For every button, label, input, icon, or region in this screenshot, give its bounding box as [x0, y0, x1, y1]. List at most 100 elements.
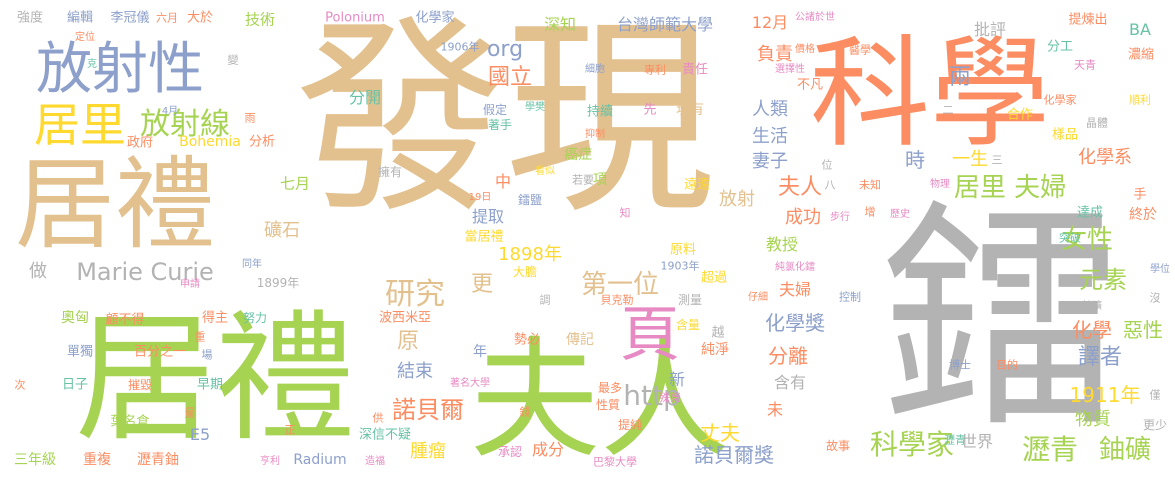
word-fushexian: 放射線 — [140, 107, 230, 142]
word-huaxuejia: 化學家 — [1043, 93, 1077, 107]
word-fuze: 負責 — [757, 44, 793, 65]
word-wei: 位 — [821, 158, 833, 172]
word-beikele: 貝克勒 — [600, 293, 634, 307]
word-xianyou: 現有 — [676, 102, 704, 118]
word-cuihui: 摧毀 — [127, 378, 153, 392]
word-rizi: 日子 — [61, 377, 89, 393]
word-polonium: Polonium — [325, 10, 385, 26]
word-chengfen: 成分 — [531, 440, 565, 459]
word-jin: 僅 — [1149, 388, 1161, 402]
word-qiyue: 七月 — [279, 174, 311, 193]
word-xueyue: 學樊 — [525, 102, 545, 113]
word-shurong: 殊榮 — [659, 391, 681, 405]
word-zhuanli: 專利 — [644, 63, 666, 77]
word-shengmingdaxue: 著名大學 — [450, 378, 490, 389]
word-youkuang: 鈾礦 — [1098, 435, 1152, 465]
word-xian: 先 — [643, 102, 657, 118]
word-jiaoshou: 教授 — [765, 235, 799, 254]
word-yi-lei: 鐳鹽 — [517, 193, 543, 207]
word-nuobeier: 諾貝爾 — [392, 396, 464, 424]
word-xingzhi: 性質 — [595, 398, 621, 412]
word-dayu: 大於 — [186, 10, 214, 26]
word-zhongliu: 腫瘤 — [410, 441, 446, 462]
word-nongsuo: 濃縮 — [1127, 47, 1155, 63]
word-juli-yellow: 居里 — [34, 98, 126, 152]
word-fangshe: 放射 — [719, 189, 755, 210]
word-chong: 重 — [194, 330, 206, 344]
word-hengli: 亨利 — [260, 456, 280, 467]
word-ba2: 八 — [824, 178, 836, 192]
word-gong: 供 — [372, 411, 384, 425]
word-shibi: 勢必 — [513, 332, 541, 348]
word-liqing-s: 瀝青 — [944, 433, 966, 447]
word-huaxuejia-top: 化學家 — [415, 10, 455, 26]
word-faxian: 發現 — [294, 0, 716, 242]
word-zaofu: 造福 — [365, 456, 385, 467]
word-fenkai: 分開 — [348, 88, 382, 107]
word-liang: 兩 — [948, 65, 972, 90]
word-guoli: 國立 — [487, 65, 533, 90]
word-hanyou: 含有 — [773, 373, 807, 392]
word-http: http — [623, 379, 681, 412]
word-biaopin: 樣品 — [1051, 127, 1079, 143]
word-chaoguo: 超過 — [700, 270, 728, 286]
word-kanshi: 看似 — [535, 166, 555, 177]
word-ding: 定位 — [75, 32, 95, 43]
word-shijiu: 19日 — [468, 192, 492, 203]
word-liqinglei: 瀝青鈾 — [137, 452, 179, 468]
word-ci: 次 — [14, 378, 26, 392]
word-pipin: 批評 — [973, 20, 1007, 39]
word-zhong: 中 — [494, 172, 512, 191]
word-tiqu: 提取 — [471, 207, 505, 226]
word-ye: 頁 — [620, 300, 680, 370]
word-diyiwei: 第一位 — [580, 270, 660, 300]
word-ba: BA — [1129, 20, 1151, 39]
word-liqing: 瀝青 — [1021, 433, 1079, 466]
word-liuyue: 六月 — [156, 11, 178, 25]
word-taiwanshida: 台灣師範大學 — [616, 15, 714, 34]
word-mude: 目的 — [996, 358, 1018, 372]
word-tichun: 提純 — [617, 418, 643, 432]
word-chang: 場 — [201, 348, 213, 362]
word-y1906: 1906年 — [440, 40, 480, 54]
word-gengshao: 更少 — [1142, 418, 1168, 432]
word-nuli: 努力 — [242, 311, 268, 325]
word-zuo: 做 — [29, 261, 47, 282]
word-chixu: 持續 — [586, 104, 614, 120]
word-wuzhi: 物質 — [1075, 409, 1111, 430]
word-zeren: 責任 — [681, 62, 709, 78]
word-org: org — [486, 37, 524, 62]
word-chunjing: 純淨 — [701, 342, 729, 358]
word-y1911: 1911年 — [1069, 383, 1141, 407]
word-shenqing: 申請 — [180, 279, 200, 290]
word-buxing: 步行 — [830, 212, 850, 223]
word-juli-main: 居禮 — [74, 298, 356, 461]
word-yisheng: 一生 — [952, 149, 988, 170]
word-xibao: 細胞 — [585, 64, 605, 75]
word-bianji: 編輯 — [66, 10, 94, 26]
word-yue: 越 — [711, 325, 725, 341]
word-shenxin: 深信不疑 — [358, 427, 412, 443]
word-hanliang: 含量 — [675, 318, 701, 332]
word-furen: 夫人 — [469, 324, 731, 476]
word-qian: 錢 — [519, 405, 531, 419]
word-juli-tan: 居禮 — [15, 146, 215, 263]
word-hezuo: 合作 — [1006, 107, 1034, 123]
word-bohemia: Bohemia — [179, 134, 241, 150]
word-bali: 巴黎大學 — [593, 455, 637, 469]
word-yuanliao: 原料 — [669, 242, 697, 258]
word-zhixuan: 仔細 — [748, 292, 768, 303]
word-zhangfu: 丈夫 — [700, 421, 740, 445]
word-dadan: 大膽 — [512, 265, 538, 279]
word-buyu: 不凡 — [796, 77, 824, 93]
word-renlei: 人類 — [752, 99, 788, 120]
word-nuobeierjiang: 諾貝爾獎 — [694, 443, 774, 467]
word-fengong: 分工 — [1046, 39, 1074, 55]
word-y1899: 1899年 — [256, 276, 300, 290]
word-tongnian: 同年 — [242, 259, 262, 270]
word-daodu: 奧匈 — [61, 310, 89, 326]
word-jingti: 晶體 — [1086, 116, 1108, 130]
word-xin: 新 — [668, 370, 686, 389]
word-zuiduo: 最多 — [597, 381, 623, 395]
word-yongyou: 擁有 — [377, 165, 403, 179]
